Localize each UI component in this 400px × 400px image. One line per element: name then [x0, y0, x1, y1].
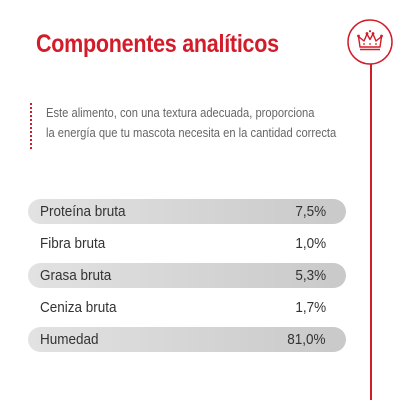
crown-icon	[347, 19, 393, 65]
vertical-divider	[370, 62, 372, 400]
component-name: Humedad	[40, 331, 99, 348]
component-value: 1,7%	[295, 299, 326, 316]
component-name: Grasa bruta	[40, 267, 112, 284]
component-name: Proteína bruta	[40, 203, 126, 220]
description-line-1: Este alimento, con una textura adecuada,…	[46, 105, 315, 120]
description-line-2: la energía que tu mascota necesita en la…	[46, 125, 337, 140]
component-value: 81,0%	[287, 331, 326, 348]
component-row-fiber: Fibra bruta 1,0%	[28, 231, 346, 256]
analytic-components-list: Proteína bruta 7,5% Fibra bruta 1,0% Gra…	[28, 199, 346, 359]
component-value: 5,3%	[295, 267, 326, 284]
component-value: 1,0%	[295, 235, 326, 252]
component-row-moisture: Humedad 81,0%	[28, 327, 346, 352]
page-title: Componentes analíticos	[36, 30, 279, 58]
component-row-fat: Grasa bruta 5,3%	[28, 263, 346, 288]
component-value: 7,5%	[295, 203, 326, 220]
component-row-ash: Ceniza bruta 1,7%	[28, 295, 346, 320]
component-name: Fibra bruta	[40, 235, 106, 252]
component-row-protein: Proteína bruta 7,5%	[28, 199, 346, 224]
description: Este alimento, con una textura adecuada,…	[30, 103, 384, 149]
component-name: Ceniza bruta	[40, 299, 117, 316]
